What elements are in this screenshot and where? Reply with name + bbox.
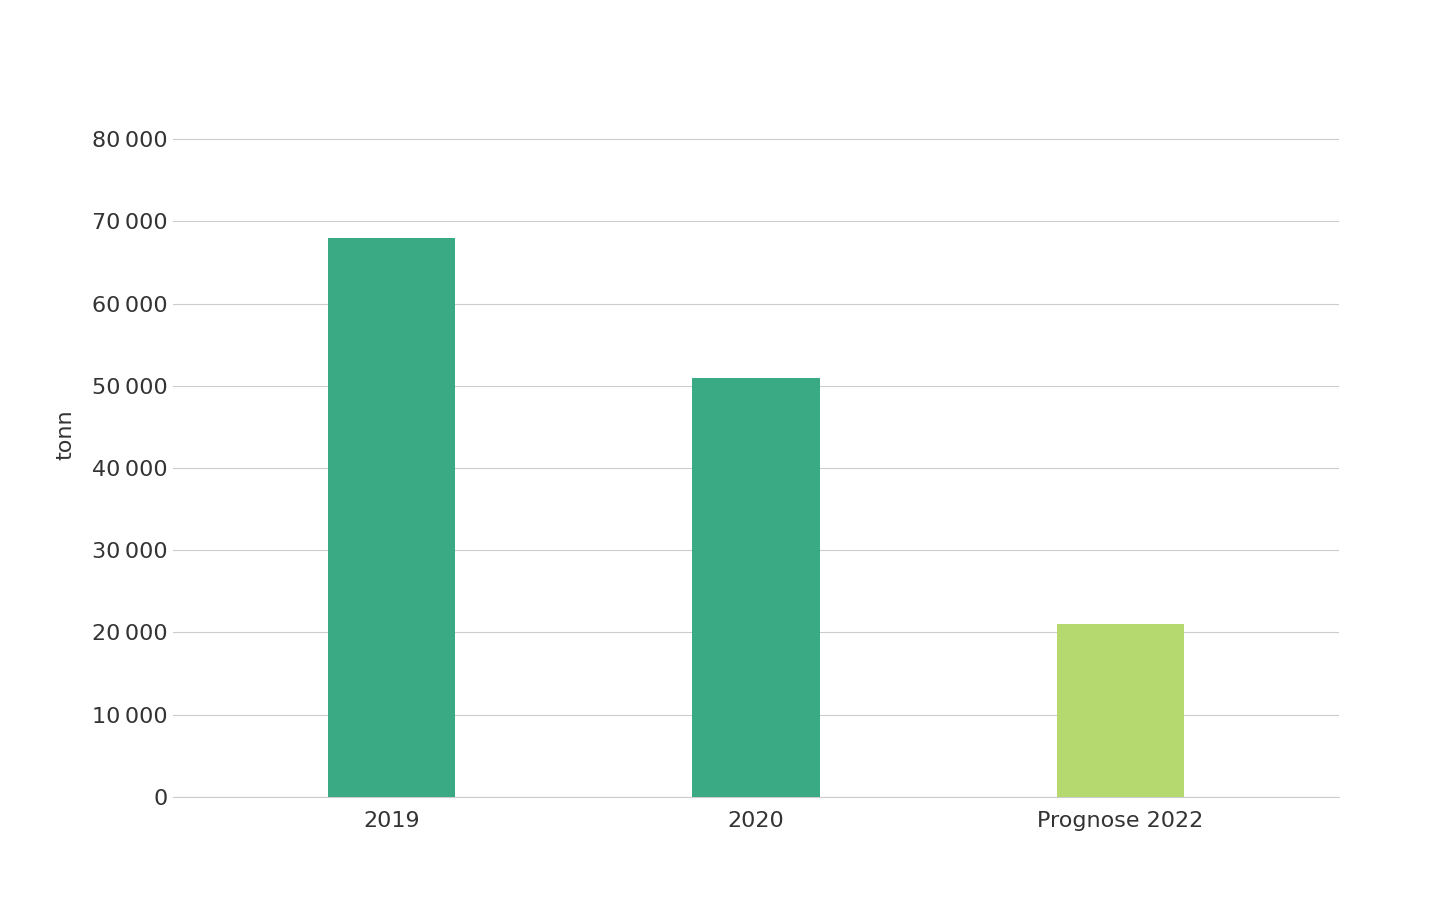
- Bar: [693, 377, 819, 797]
- Bar: [328, 238, 455, 797]
- Bar: [1057, 624, 1184, 797]
- Y-axis label: tonn: tonn: [56, 409, 75, 461]
